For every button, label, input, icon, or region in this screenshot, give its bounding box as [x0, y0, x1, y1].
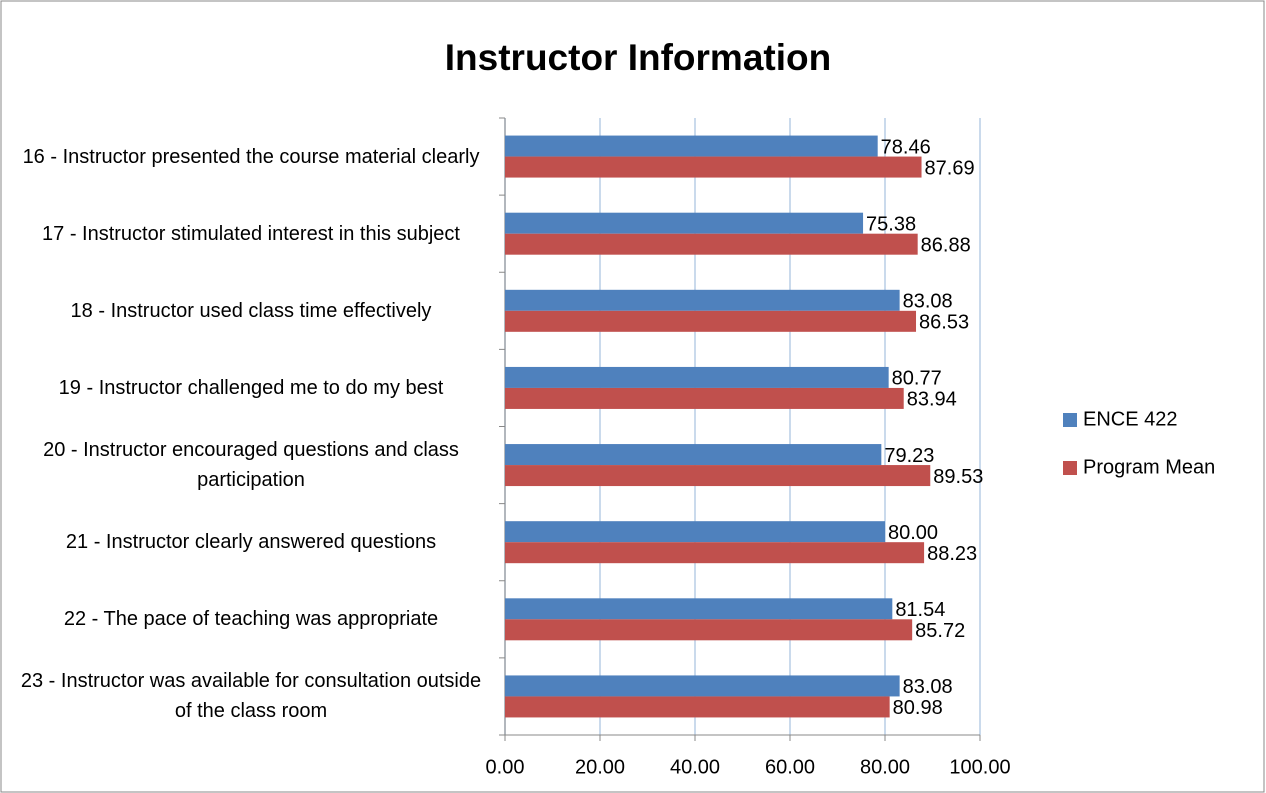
value-label: 89.53	[933, 466, 983, 488]
legend-swatch	[1063, 413, 1077, 427]
value-label: 87.69	[925, 157, 975, 179]
value-label: 80.98	[893, 697, 943, 719]
bar	[505, 619, 913, 641]
bar	[505, 675, 900, 697]
bar	[505, 444, 882, 466]
y-tick-label: 18 - Instructor used class time effectiv…	[70, 299, 432, 322]
value-label: 78.46	[881, 136, 931, 158]
bar	[505, 289, 900, 311]
y-tick-label: 20 - Instructor encouraged questions and…	[43, 439, 459, 492]
bar	[505, 542, 925, 564]
chart-title: Instructor Information	[445, 37, 831, 78]
bar	[505, 212, 864, 234]
y-tick-label: 21 - Instructor clearly answered questio…	[65, 531, 437, 554]
bar	[505, 310, 917, 332]
y-tick-label: 23 - Instructor was available for consul…	[20, 670, 482, 723]
bar	[505, 521, 885, 543]
bar	[505, 366, 889, 388]
bar	[505, 156, 922, 178]
bar	[505, 696, 890, 718]
bar	[505, 233, 918, 255]
bar	[505, 598, 893, 620]
value-label: 85.72	[915, 620, 965, 642]
x-tick-label: 60.00	[765, 756, 815, 778]
value-label: 80.00	[888, 522, 938, 544]
x-tick-label: 80.00	[860, 756, 910, 778]
y-tick-label: 17 - Instructor stimulated interest in t…	[42, 222, 460, 245]
bar	[505, 465, 931, 487]
value-label: 81.54	[895, 599, 945, 621]
y-tick-label: 22 - The pace of teaching was appropriat…	[63, 608, 439, 631]
y-tick-label: 16 - Instructor presented the course mat…	[22, 145, 480, 168]
bar	[505, 387, 904, 409]
value-label: 75.38	[866, 213, 916, 235]
legend-swatch	[1063, 461, 1077, 475]
value-label: 86.53	[919, 312, 969, 334]
x-tick-label: 20.00	[575, 756, 625, 778]
value-label: 79.23	[884, 445, 934, 467]
x-tick-label: 0.00	[486, 756, 525, 778]
x-tick-label: 100.00	[949, 756, 1010, 778]
value-label: 80.77	[892, 368, 942, 390]
value-label: 88.23	[927, 543, 977, 565]
legend-label: ENCE 422	[1083, 408, 1178, 430]
value-label: 83.08	[903, 676, 953, 698]
value-label: 83.94	[907, 389, 957, 411]
bar	[505, 135, 878, 157]
y-tick-label: 19 - Instructor challenged me to do my b…	[58, 376, 444, 399]
legend-label: Program Mean	[1083, 456, 1215, 478]
value-label: 83.08	[903, 291, 953, 313]
value-label: 86.88	[921, 234, 971, 256]
x-tick-label: 40.00	[670, 756, 720, 778]
